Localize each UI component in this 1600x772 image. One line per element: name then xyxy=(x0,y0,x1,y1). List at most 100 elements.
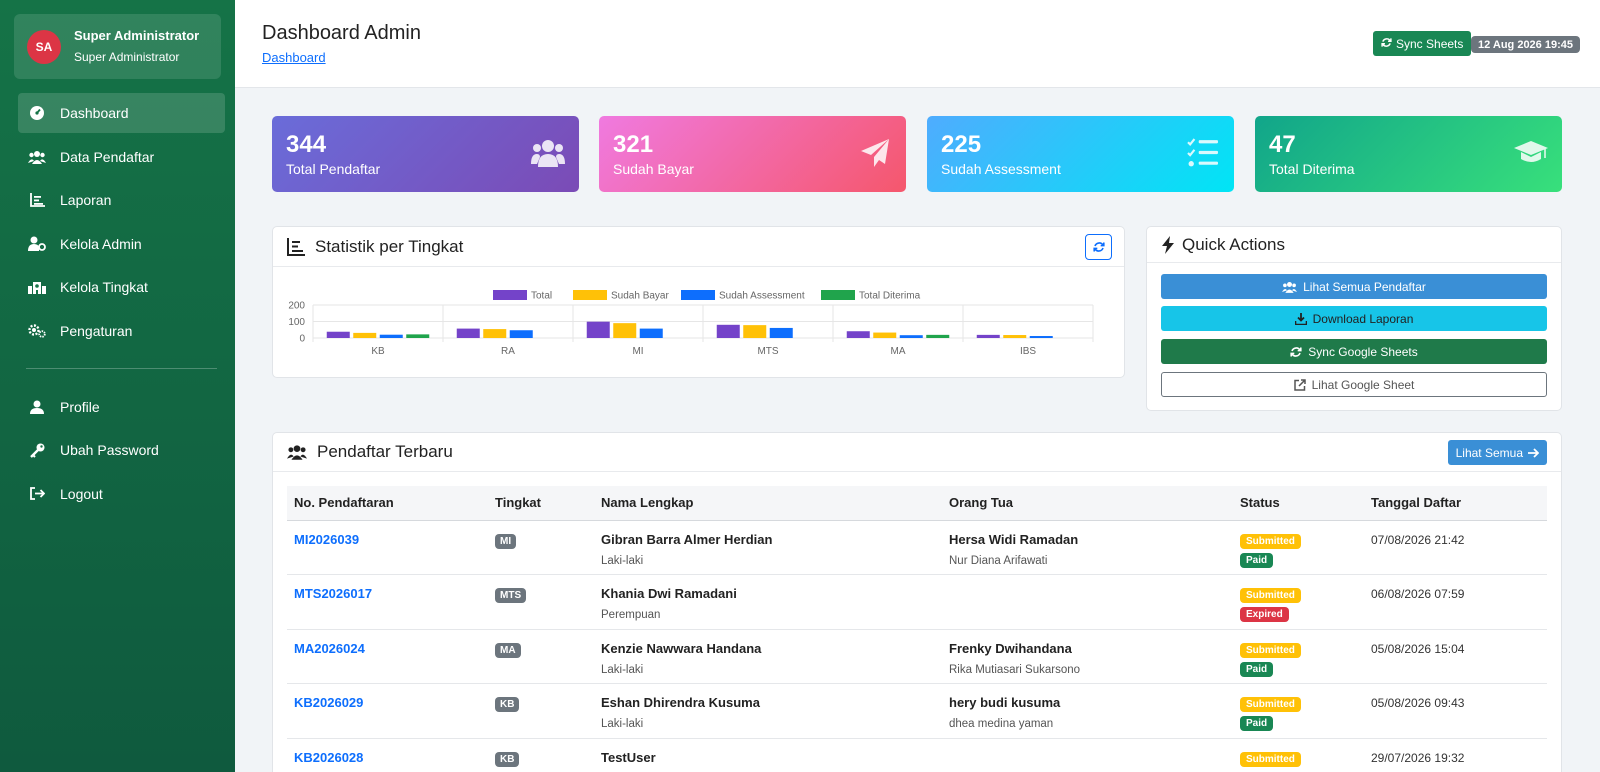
users-icon xyxy=(531,140,565,167)
x-tick-label: MTS xyxy=(757,346,778,357)
stat-label: Total Diterima xyxy=(1269,161,1355,177)
table-row[interactable]: KB2026028 KB TestUser Submitted 29/07/2026 1… xyxy=(287,738,1547,772)
table-header-row: No. Pendaftaran Tingkat Nama Lengkap Ora… xyxy=(287,486,1547,521)
cell-level: MA xyxy=(488,629,594,684)
bar xyxy=(586,321,610,338)
cell-reg-no: MTS2026017 xyxy=(287,574,488,630)
cell-parent: Hersa Widi Ramadan Nur Diana Arifawati xyxy=(942,520,1233,575)
cell-date: 07/08/2026 21:42 xyxy=(1364,520,1547,575)
cell-name: Khania Dwi Ramadani Perempuan xyxy=(594,574,942,630)
column-header[interactable]: No. Pendaftaran xyxy=(287,486,488,521)
refresh-icon xyxy=(1092,242,1105,252)
status-badge: Submitted xyxy=(1240,533,1301,549)
student-name: Gibran Barra Almer Herdian xyxy=(601,531,773,547)
sidebar-item-dashboard[interactable]: Dashboard xyxy=(18,93,225,133)
sync-icon xyxy=(1381,37,1392,51)
parent-name-secondary: dhea medina yaman xyxy=(949,718,1054,730)
bar xyxy=(509,330,533,338)
cell-status: Submitted Expired xyxy=(1233,574,1364,630)
status-badge: Submitted xyxy=(1240,642,1301,658)
sidebar-item-ubah-password[interactable]: Ubah Password xyxy=(18,430,225,470)
stat-label: Sudah Bayar xyxy=(613,161,694,177)
cell-parent: hery budi kusuma dhea medina yaman xyxy=(942,683,1233,739)
view-google-sheet-button[interactable]: Lihat Google Sheet xyxy=(1161,372,1547,397)
sidebar-item-kelola-admin[interactable]: Kelola Admin xyxy=(18,224,225,264)
sidebar-nav: Dashboard Data Pendaftar Laporan Kelola … xyxy=(18,93,225,517)
user-cog-icon xyxy=(28,235,46,253)
sidebar-item-profile[interactable]: Profile xyxy=(18,387,225,427)
registration-link[interactable]: MA2026024 xyxy=(294,640,365,656)
x-tick-label: MA xyxy=(891,346,906,357)
registration-link[interactable]: MTS2026017 xyxy=(294,586,373,601)
level-badge: MA xyxy=(495,642,521,658)
chart-refresh-button[interactable] xyxy=(1085,234,1112,260)
x-tick-label: IBS xyxy=(1020,346,1036,357)
cell-name: Kenzie Nawwara Handana Laki-laki xyxy=(594,629,942,684)
status-badge: Submitted xyxy=(1240,697,1301,712)
parent-name: Frenky Dwihandana xyxy=(949,640,1072,656)
breadcrumb[interactable]: Dashboard xyxy=(262,50,326,65)
legend-label: Total xyxy=(531,291,552,302)
x-tick-label: KB xyxy=(371,346,385,357)
download-icon xyxy=(1294,312,1307,325)
table-row[interactable]: MTS2026017 MTS Khania Dwi Ramadani Perempua… xyxy=(287,574,1547,630)
table-row[interactable]: MI2026039 MI Gibran Barra Almer Herdian Lak… xyxy=(287,520,1547,575)
column-header[interactable]: Tingkat xyxy=(488,486,594,521)
student-name: TestUser xyxy=(601,749,656,765)
cell-status: Submitted Paid xyxy=(1233,683,1364,739)
key-icon xyxy=(28,441,46,459)
parent-name: Hersa Widi Ramadan xyxy=(949,531,1079,547)
cogs-icon xyxy=(28,322,46,340)
bar xyxy=(406,334,430,338)
x-tick-label: RA xyxy=(501,346,515,357)
quick-actions-card: Quick Actions Lihat Semua Pendaftar Down… xyxy=(1146,226,1562,411)
sync-icon xyxy=(1290,346,1302,357)
registration-link[interactable]: KB2026028 xyxy=(294,749,364,765)
level-badge: MTS xyxy=(495,588,527,603)
chart-bar-icon xyxy=(287,237,305,256)
stat-value: 225 xyxy=(941,131,982,158)
cell-status: Submitted Paid xyxy=(1233,520,1364,575)
sidebar-item-pengaturan[interactable]: Pengaturan xyxy=(18,311,225,351)
stat-value: 344 xyxy=(286,131,327,158)
bar xyxy=(873,332,897,338)
cell-date: 05/08/2026 15:04 xyxy=(1364,629,1547,684)
column-header[interactable]: Status xyxy=(1233,486,1364,521)
sync-sheets-button[interactable]: Sync Sheets xyxy=(1373,31,1472,56)
bar xyxy=(1029,336,1053,338)
qa-label: Lihat Google Sheet xyxy=(1311,377,1415,392)
cell-name: TestUser xyxy=(594,738,942,772)
registration-link[interactable]: MI2026039 xyxy=(294,531,360,547)
view-all-button[interactable]: Lihat Semua xyxy=(1447,440,1547,465)
bar xyxy=(743,325,767,338)
cell-parent: Frenky Dwihandana Rika Mutiasari Sukarson… xyxy=(942,629,1233,684)
registrants-table: No. Pendaftaran Tingkat Nama Lengkap Ora… xyxy=(287,486,1547,772)
view-all-registrants-button[interactable]: Lihat Semua Pendaftar xyxy=(1161,274,1547,299)
registration-link[interactable]: KB2026029 xyxy=(294,695,364,710)
sidebar-item-logout[interactable]: Logout xyxy=(18,474,225,514)
cell-status: Submitted xyxy=(1233,738,1364,772)
table-row[interactable]: MA2026024 MA Kenzie Nawwara Handana Laki-la… xyxy=(287,629,1547,684)
student-gender: Laki-laki xyxy=(601,554,644,567)
cell-level: KB xyxy=(488,738,594,772)
sidebar-item-laporan[interactable]: Laporan xyxy=(18,180,225,220)
column-header[interactable]: Orang Tua xyxy=(942,486,1233,521)
recent-registrants-title: Pendaftar Terbaru xyxy=(317,442,453,461)
student-name: Khania Dwi Ramadani xyxy=(601,586,737,601)
download-report-button[interactable]: Download Laporan xyxy=(1161,306,1547,331)
bar xyxy=(483,329,507,338)
column-header[interactable]: Nama Lengkap xyxy=(594,486,942,521)
cell-date: 06/08/2026 07:59 xyxy=(1364,574,1547,630)
sync-google-sheets-button[interactable]: Sync Google Sheets xyxy=(1161,339,1547,364)
sidebar-item-kelola-tingkat[interactable]: Kelola Tingkat xyxy=(18,267,225,307)
bar xyxy=(379,334,403,338)
user-box[interactable]: SA Super Administrator Super Administrat… xyxy=(14,14,221,79)
sidebar-item-data-pendaftar[interactable]: Data Pendaftar xyxy=(18,137,225,177)
table-row[interactable]: KB2026029 KB Eshan Dhirendra Kusuma Laki-la… xyxy=(287,683,1547,739)
legend-swatch xyxy=(821,290,855,300)
column-header[interactable]: Tanggal Daftar xyxy=(1364,486,1547,521)
external-link-icon xyxy=(1293,378,1306,391)
y-tick-label: 0 xyxy=(299,334,305,345)
stat-label: Sudah Assessment xyxy=(941,161,1061,177)
stat-card-sudah-bayar: 321 Sudah Bayar xyxy=(599,116,906,192)
